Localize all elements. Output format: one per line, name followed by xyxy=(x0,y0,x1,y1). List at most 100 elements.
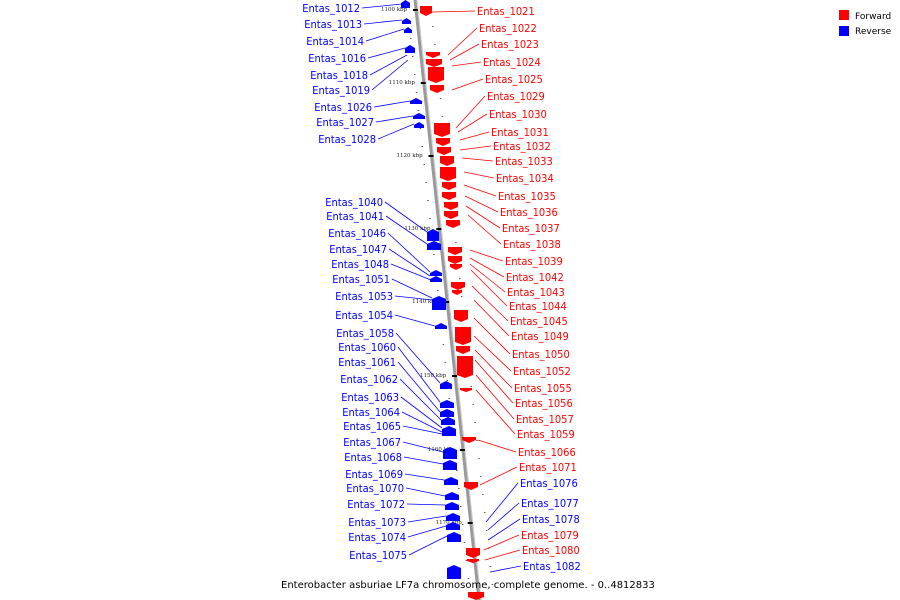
forward-gene-label: Entas_1055 xyxy=(514,382,572,395)
reverse-gene-label: Entas_1074 xyxy=(348,531,406,544)
reverse-gene xyxy=(444,477,458,485)
forward-gene xyxy=(428,67,444,83)
minor-dot xyxy=(442,344,445,345)
forward-gene xyxy=(430,85,444,93)
minor-dot xyxy=(470,386,473,387)
reverse-link xyxy=(487,502,520,531)
forward-gene xyxy=(440,167,456,181)
tick-label: 1160 kbp xyxy=(428,447,455,453)
minor-dot xyxy=(419,128,422,129)
forward-gene-label: Entas_1025 xyxy=(485,73,543,86)
forward-gene-label: Entas_1057 xyxy=(516,413,574,426)
reverse-link xyxy=(406,503,446,506)
tick-mark xyxy=(444,301,450,303)
minor-dot xyxy=(485,530,488,531)
forward-gene xyxy=(434,123,450,137)
forward-gene xyxy=(420,6,432,16)
forward-gene xyxy=(467,559,479,563)
reverse-link xyxy=(400,396,443,429)
reverse-link xyxy=(404,473,445,481)
label-links xyxy=(361,3,522,573)
reverse-link xyxy=(363,19,403,25)
tick-label: 1140 kbp xyxy=(412,299,439,305)
forward-gene xyxy=(454,310,468,322)
forward-gene-label: Entas_1044 xyxy=(509,300,567,313)
forward-link xyxy=(473,317,511,355)
reverse-gene-label: Entas_1082 xyxy=(523,560,581,573)
forward-gene xyxy=(451,282,465,290)
reverse-gene xyxy=(446,513,460,521)
forward-link xyxy=(469,263,506,293)
minor-dot xyxy=(465,560,468,561)
forward-link xyxy=(459,145,492,151)
forward-gene-label: Entas_1029 xyxy=(487,90,545,103)
forward-link xyxy=(473,299,510,337)
reverse-link xyxy=(402,441,444,453)
reverse-link xyxy=(367,47,406,59)
reverse-gene-label: Entas_1027 xyxy=(316,116,374,129)
reverse-link xyxy=(373,100,411,108)
reverse-link xyxy=(365,28,405,42)
minor-dot xyxy=(446,380,449,381)
reverse-gene-label: Entas_1026 xyxy=(314,101,372,114)
forward-gene xyxy=(452,290,462,295)
reverse-gene-label: Entas_1019 xyxy=(312,84,370,97)
reverse-gene-label: Entas_1076 xyxy=(520,477,578,490)
minor-dot xyxy=(463,542,466,543)
minor-dot xyxy=(415,92,418,93)
minor-dot xyxy=(467,578,470,579)
forward-gene-label: Entas_1045 xyxy=(510,315,568,328)
forward-gene-label: Entas_1033 xyxy=(495,155,553,168)
forward-gene-label: Entas_1034 xyxy=(496,172,554,185)
forward-gene xyxy=(446,220,460,228)
forward-gene xyxy=(440,156,454,166)
minor-dot xyxy=(458,488,460,489)
forward-link xyxy=(451,61,482,67)
reverse-link xyxy=(375,115,414,123)
genome-caption: Enterobacter asburiae LF7a chromosome, c… xyxy=(281,580,655,591)
forward-gene-label: Entas_1066 xyxy=(518,446,576,459)
minor-dot xyxy=(489,566,492,567)
forward-gene-label: Entas_1080 xyxy=(522,544,580,557)
minor-dot xyxy=(476,440,478,441)
legend-reverse-swatch xyxy=(839,26,849,36)
forward-gene xyxy=(426,52,440,58)
reverse-gene-label: Entas_1078 xyxy=(522,513,580,526)
forward-link xyxy=(463,184,497,197)
forward-gene-label: Entas_1042 xyxy=(506,271,564,284)
reverse-gene xyxy=(445,492,459,500)
minor-dot xyxy=(434,44,436,45)
tick-label: 1170 kbp xyxy=(436,520,463,526)
reverse-link xyxy=(388,248,431,277)
reverse-gene xyxy=(402,18,411,24)
forward-link xyxy=(473,335,512,372)
forward-link xyxy=(451,78,484,91)
forward-link xyxy=(463,171,495,179)
minor-dot xyxy=(483,512,486,513)
forward-link xyxy=(431,10,476,13)
reverse-link xyxy=(403,456,444,465)
reverse-gene xyxy=(440,409,454,417)
forward-gene xyxy=(442,192,456,200)
forward-gene xyxy=(448,247,462,255)
reverse-gene xyxy=(443,447,457,459)
forward-link xyxy=(470,269,508,307)
forward-gene-label: Entas_1021 xyxy=(477,5,535,18)
forward-gene-label: Entas_1036 xyxy=(500,206,558,219)
minor-dot xyxy=(421,146,424,147)
reverse-link xyxy=(377,123,415,140)
reverse-gene xyxy=(441,417,455,425)
forward-link xyxy=(469,249,504,262)
forward-gene-label: Entas_1024 xyxy=(483,56,541,69)
forward-gene xyxy=(460,388,472,392)
reverse-gene xyxy=(430,270,442,276)
reverse-link xyxy=(397,346,441,403)
forward-link xyxy=(447,27,478,56)
forward-gene-label: Entas_1023 xyxy=(481,38,539,51)
forward-gene xyxy=(436,138,450,146)
forward-gene-label: Entas_1059 xyxy=(517,428,575,441)
reverse-gene xyxy=(440,381,452,389)
forward-gene-label: Entas_1052 xyxy=(513,365,571,378)
reverse-gene xyxy=(413,113,425,119)
gene-labels: Entas_1012 Entas_1013 Entas_1014 Entas_1016… xyxy=(302,2,581,573)
